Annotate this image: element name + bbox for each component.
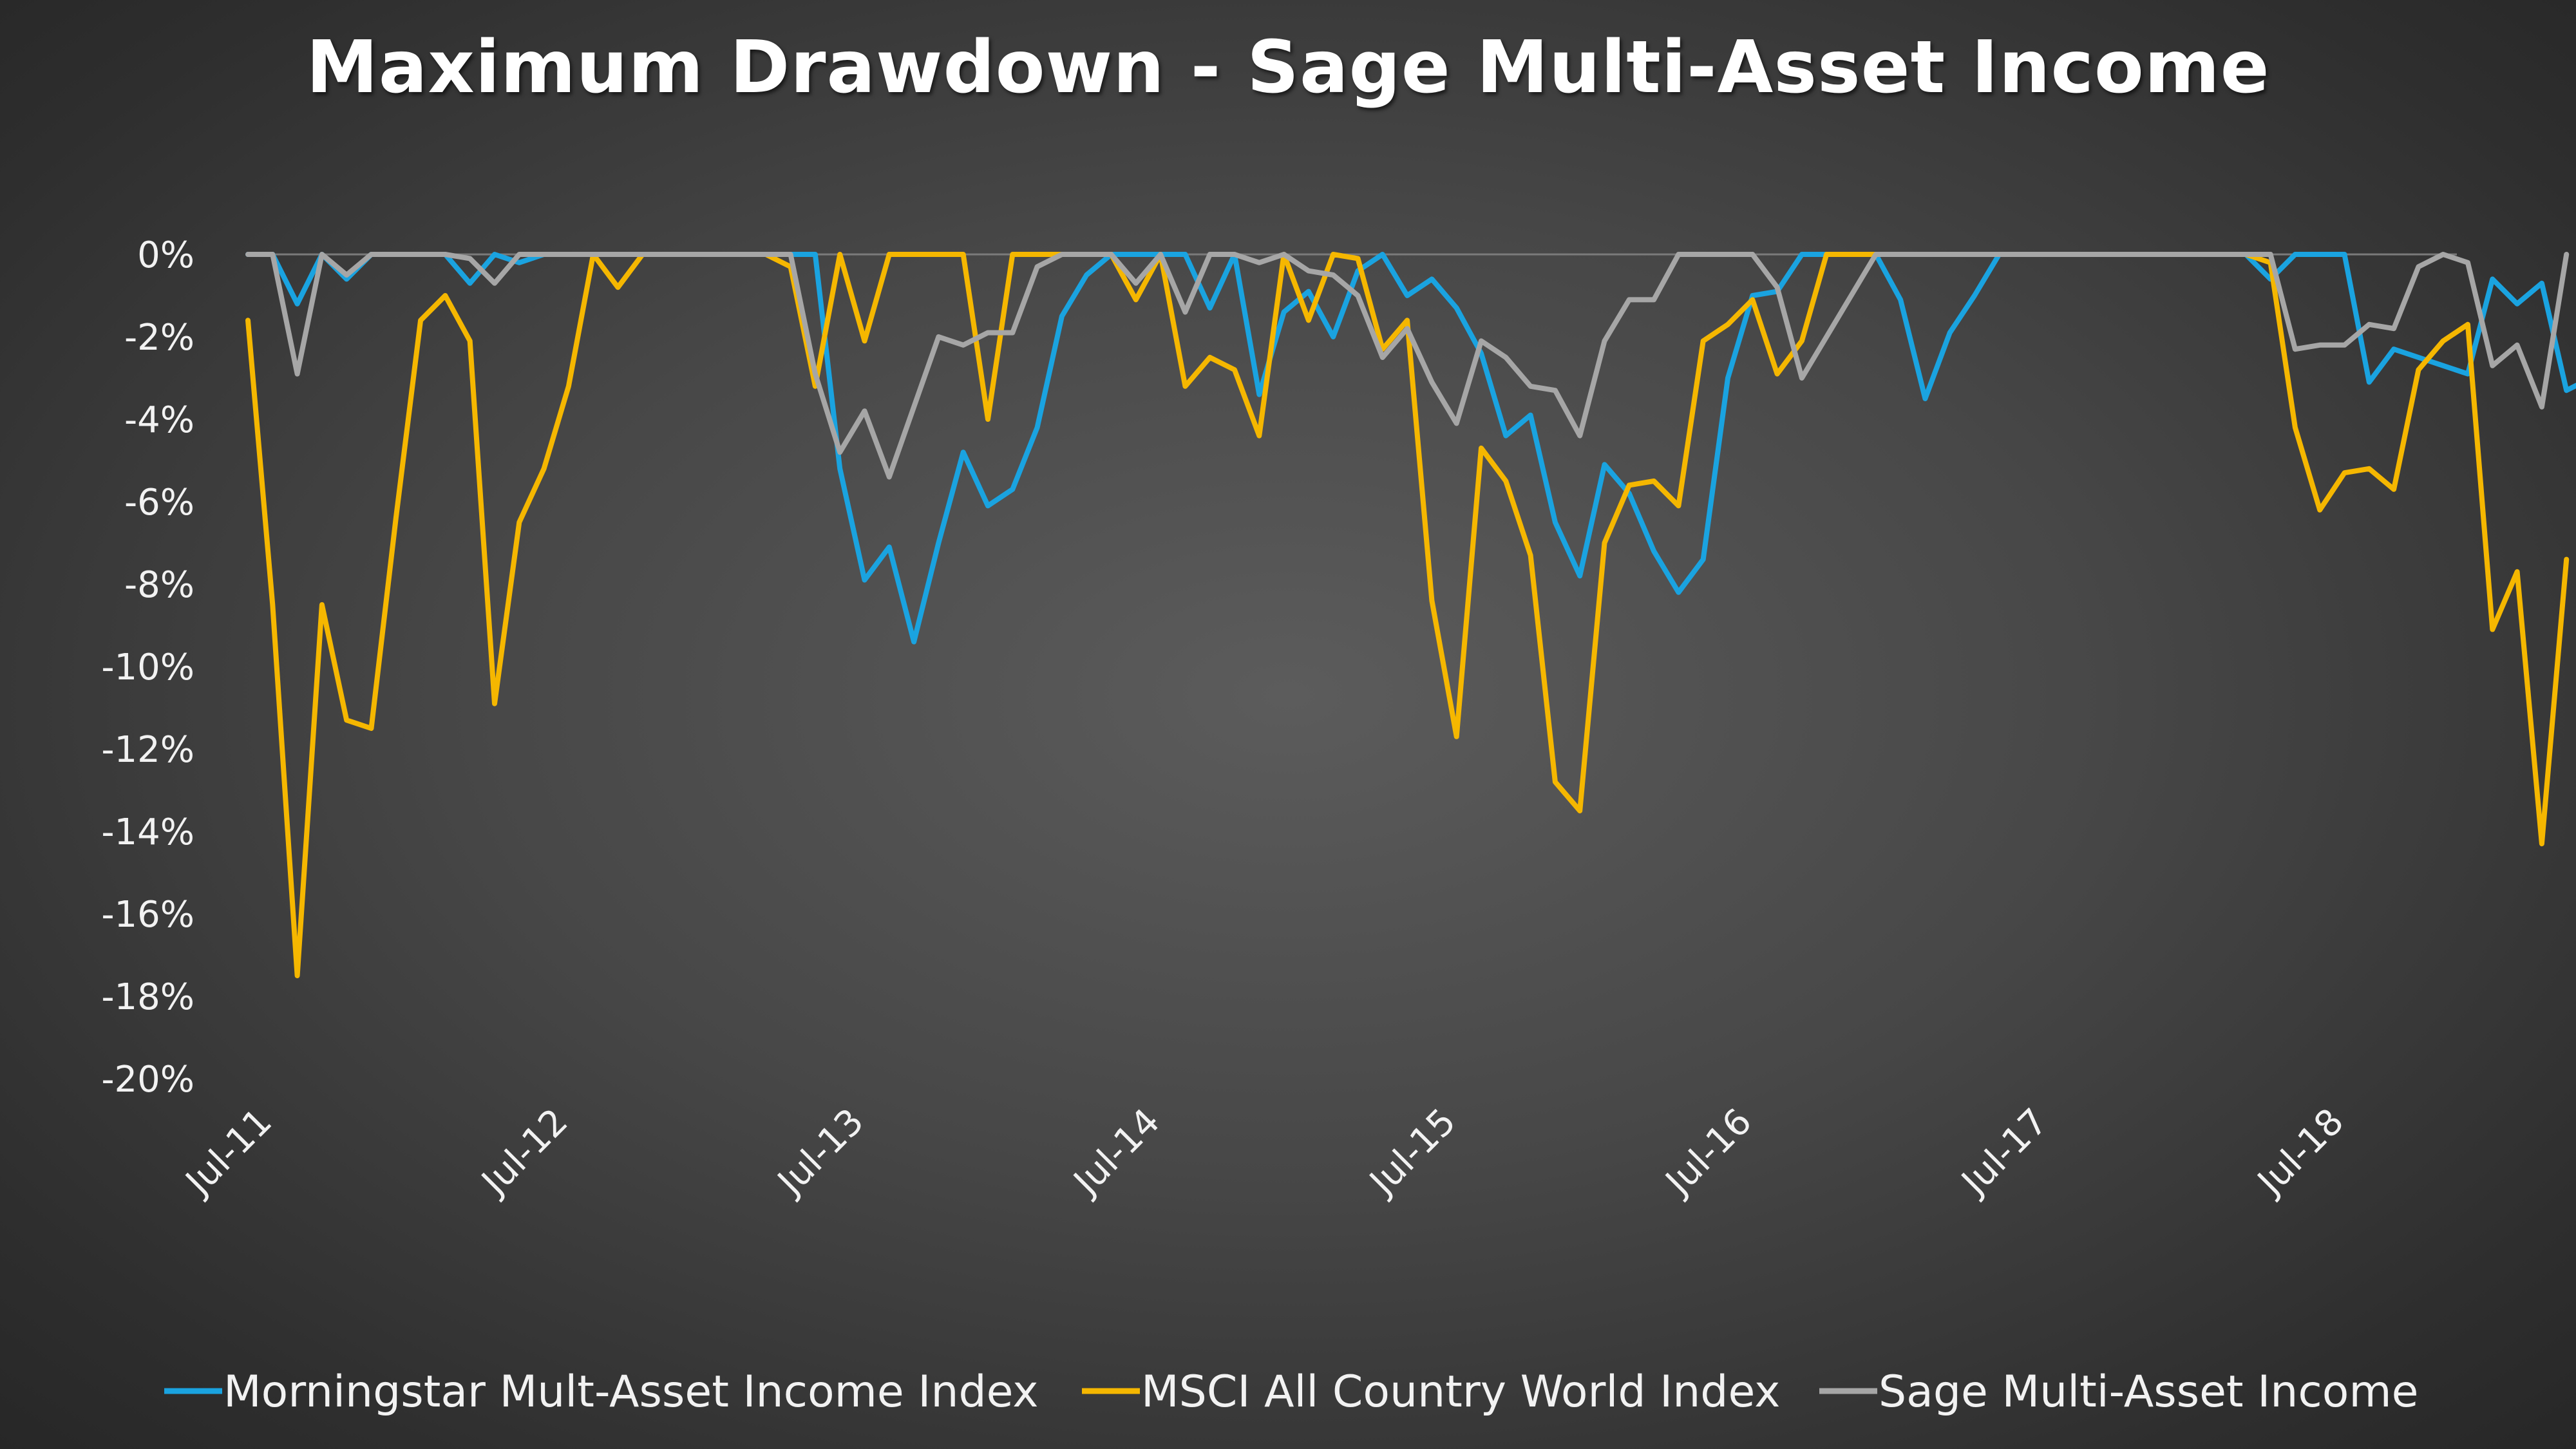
x-tick-label: Jul-13 — [769, 1101, 873, 1204]
x-tick-label: Jul-18 — [2249, 1101, 2353, 1204]
y-tick-label: -14% — [101, 811, 194, 853]
y-tick-label: -12% — [101, 729, 194, 771]
y-tick-label: -8% — [124, 564, 194, 606]
legend-label: Sage Multi-Asset Income — [1879, 1367, 2418, 1417]
chart-legend: Morningstar Mult-Asset Income Index MSCI … — [164, 1367, 2418, 1417]
x-tick-label: Jul-12 — [473, 1101, 576, 1204]
series-layer — [245, 252, 2576, 978]
series-line-morningstar-mult-asset-income-index — [245, 252, 2576, 645]
legend-label: MSCI All Country World Index — [1141, 1367, 1780, 1417]
y-tick-label: -16% — [101, 894, 194, 936]
legend-label: Morningstar Mult-Asset Income Index — [223, 1367, 1039, 1417]
y-tick-label: -10% — [101, 647, 194, 688]
y-tick-label: -18% — [101, 976, 194, 1018]
y-tick-label: -4% — [124, 399, 194, 441]
y-tick-label: -20% — [101, 1059, 194, 1101]
y-axis: 0% -2% -4% -6% -8% -10% -12% -14% -16% -18% -20% — [101, 234, 194, 1101]
x-tick-label: Jul-14 — [1065, 1101, 1168, 1204]
y-tick-label: -2% — [124, 317, 194, 359]
series-line-sage-multi-asset-income — [245, 252, 2570, 480]
x-tick-label: Jul-11 — [176, 1101, 280, 1204]
x-axis: Jul-11 Jul-12 Jul-13 Jul-14 Jul-15 Jul-16 Jul-… — [176, 1101, 2352, 1204]
x-tick-label: Jul-16 — [1656, 1101, 1760, 1204]
chart-title: Maximum Drawdown - Sage Multi-Asset Inco… — [306, 26, 2270, 109]
x-tick-label: Jul-15 — [1361, 1101, 1464, 1204]
y-tick-label: 0% — [137, 234, 194, 276]
series-line-msci-all-country-world-index — [245, 252, 2570, 978]
y-tick-label: -6% — [124, 482, 194, 524]
x-tick-label: Jul-17 — [1953, 1101, 2056, 1204]
